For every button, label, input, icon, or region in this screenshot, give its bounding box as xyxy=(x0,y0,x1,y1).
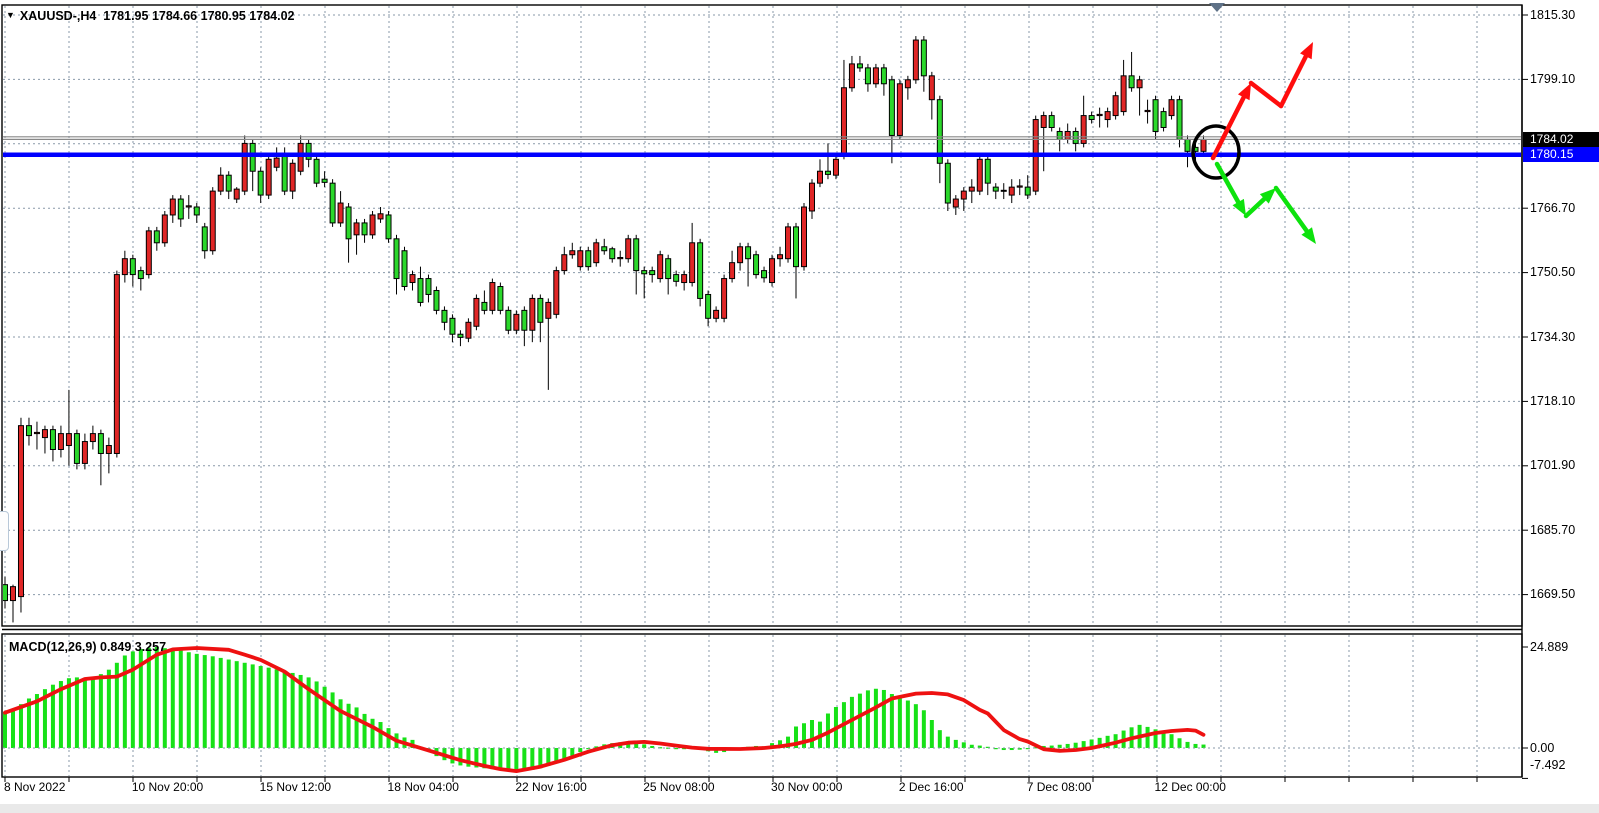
time-axis-label: 2 Dec 16:00 xyxy=(898,780,964,794)
time-axis-label: 15 Nov 12:00 xyxy=(259,780,332,794)
scroll-to-end-marker[interactable] xyxy=(1209,3,1225,12)
hline-price-tag: 1780.15 xyxy=(1523,147,1599,163)
chart-header: ▼ XAUUSD-,H4 1781.95 1784.66 1780.95 178… xyxy=(6,9,294,23)
panel-frames xyxy=(1,4,1528,782)
macd-indicator-label: MACD(12,26,9) 0.849 3.257 xyxy=(9,640,167,654)
price-axis-label: 1685.70 xyxy=(1530,522,1576,537)
current-price-tag: 1784.02 xyxy=(1523,131,1599,147)
price-axis-label: 1799.10 xyxy=(1530,71,1576,86)
time-axis-label: 8 Nov 2022 xyxy=(4,780,66,794)
time-axis-label: 22 Nov 16:00 xyxy=(515,780,587,794)
candlesticks xyxy=(3,36,1207,623)
open-value: 1781.95 xyxy=(103,9,149,23)
high-value: 1784.66 xyxy=(151,9,198,23)
time-axis-label: 30 Nov 00:00 xyxy=(771,780,843,794)
ohlc-spacer xyxy=(96,9,103,23)
bearish-scenario-arrow[interactable] xyxy=(1214,161,1316,244)
price-axis-label: 1815.30 xyxy=(1530,7,1576,22)
close-value: 1784.02 xyxy=(249,9,295,23)
time-axis-label: 10 Nov 20:00 xyxy=(131,780,204,794)
low-value: 1780.95 xyxy=(200,9,246,23)
price-axis-label: 1669.50 xyxy=(1530,587,1576,602)
bullish-scenario-arrow[interactable] xyxy=(1210,42,1313,161)
symbol-timeframe-label: XAUUSD-,H4 xyxy=(19,9,97,23)
price-axis-label: 1718.10 xyxy=(1530,393,1576,408)
macd-axis-label: -7.492 xyxy=(1530,758,1566,772)
time-axis-label: 18 Nov 04:00 xyxy=(387,780,459,794)
macd-axis-label: 24.889 xyxy=(1530,640,1569,654)
price-axis-label: 1701.90 xyxy=(1530,458,1576,473)
symbol-dropdown-icon[interactable]: ▼ xyxy=(6,10,15,20)
time-axis-label: 25 Nov 08:00 xyxy=(643,780,715,794)
time-axis-label: 7 Dec 08:00 xyxy=(1026,780,1092,794)
macd-signal-line xyxy=(3,646,1206,773)
price-axis-label: 1750.50 xyxy=(1530,265,1576,280)
macd-histogram xyxy=(3,647,1206,772)
one-click-trading-tab[interactable] xyxy=(0,511,9,551)
price-axis-label: 1766.70 xyxy=(1530,200,1576,215)
analysis-annotations xyxy=(1191,42,1316,244)
entry-circle-annotation[interactable] xyxy=(1191,124,1241,180)
time-axis-label: 12 Dec 00:00 xyxy=(1154,780,1226,794)
window-bottom-edge xyxy=(0,804,1599,813)
macd-axis-label: 0.00 xyxy=(1530,741,1555,755)
price-axis-label: 1734.30 xyxy=(1530,329,1576,344)
